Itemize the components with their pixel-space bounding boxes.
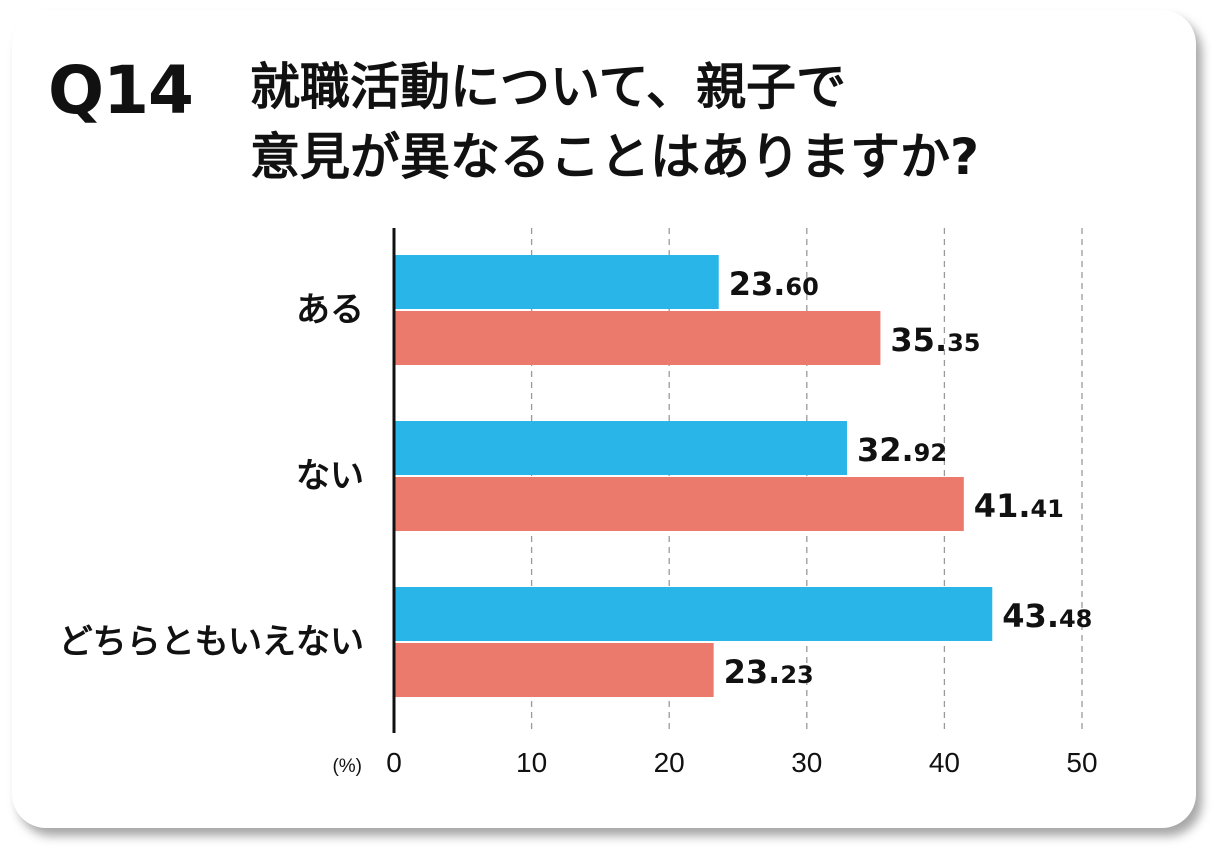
bars	[394, 255, 993, 697]
bar-2-series-1	[394, 421, 847, 475]
x-tick-label-50: 50	[1066, 747, 1097, 778]
question-line-1: 就職活動について、親子で	[250, 58, 846, 116]
data-label-2-series-2: 41.41	[974, 487, 1064, 525]
bar-3-series-2	[394, 643, 714, 697]
bar-1-series-2	[394, 311, 881, 365]
data-label-3-series-1: 43.48	[1002, 597, 1092, 635]
category-label-3: どちらともいえない	[59, 622, 364, 662]
category-label-2: ない	[296, 456, 364, 496]
data-label-3-series-2: 23.23	[724, 653, 814, 691]
category-label-1: ある	[296, 290, 364, 330]
bar-3-series-1	[394, 587, 993, 641]
x-unit-label: (%)	[332, 756, 362, 777]
question-line-2: 意見が異なることはありますか?	[250, 128, 980, 186]
bar-1-series-1	[394, 255, 719, 309]
x-tick-label-20: 20	[654, 747, 685, 778]
question-number: Q14	[48, 52, 194, 129]
x-tick-label-0: 0	[386, 747, 402, 778]
x-tick-label-30: 30	[791, 747, 822, 778]
question-text: 就職活動について、親子で 意見が異なることはありますか?	[250, 52, 979, 192]
data-label-1-series-1: 23.60	[729, 265, 819, 303]
data-label-2-series-1: 32.92	[857, 431, 947, 469]
data-label-1-series-2: 35.35	[890, 321, 980, 359]
x-tick-label-10: 10	[516, 747, 547, 778]
labels: 0 10 20 30 40 50 (%) 23.60 35.35 ある 32.92 41.41 ない 43…	[59, 228, 1098, 778]
x-tick-label-40: 40	[929, 747, 960, 778]
bar-2-series-2	[394, 477, 964, 531]
